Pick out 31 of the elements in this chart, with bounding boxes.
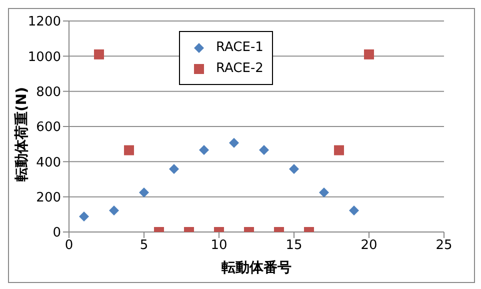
point (319, 187, 329, 198)
y-tick-label: 400 (36, 155, 61, 170)
y-tick-label: 0 (52, 226, 61, 241)
point (229, 138, 239, 148)
point (139, 187, 149, 198)
point (334, 145, 344, 156)
point (79, 212, 89, 222)
y-tick-label: 200 (36, 190, 61, 206)
legend-label: RACE-1 (216, 40, 264, 55)
x-tick-label: 20 (360, 238, 378, 254)
x-tick-label: 10 (210, 238, 228, 254)
point (364, 49, 374, 60)
point (124, 145, 134, 156)
legend-label: RACE-2 (216, 61, 264, 76)
x-axis-title: 転動体番号 (220, 260, 292, 276)
point (259, 145, 269, 156)
y-tick-label: 800 (36, 84, 61, 100)
point (199, 145, 209, 156)
point (169, 164, 179, 174)
y-tick-label: 1200 (28, 14, 61, 30)
x-tick-label: 25 (436, 238, 452, 254)
y-tick-label: 1000 (28, 50, 61, 65)
point (94, 49, 104, 60)
point (289, 164, 299, 174)
y-axis-title: 転動体荷重(N) (14, 86, 30, 182)
x-tick-label: 0 (64, 238, 74, 254)
point (349, 206, 359, 216)
x-tick-label: 15 (286, 238, 302, 254)
point (109, 206, 119, 216)
y-tick-label: 600 (36, 120, 61, 136)
x-tick-label: 5 (140, 238, 148, 254)
